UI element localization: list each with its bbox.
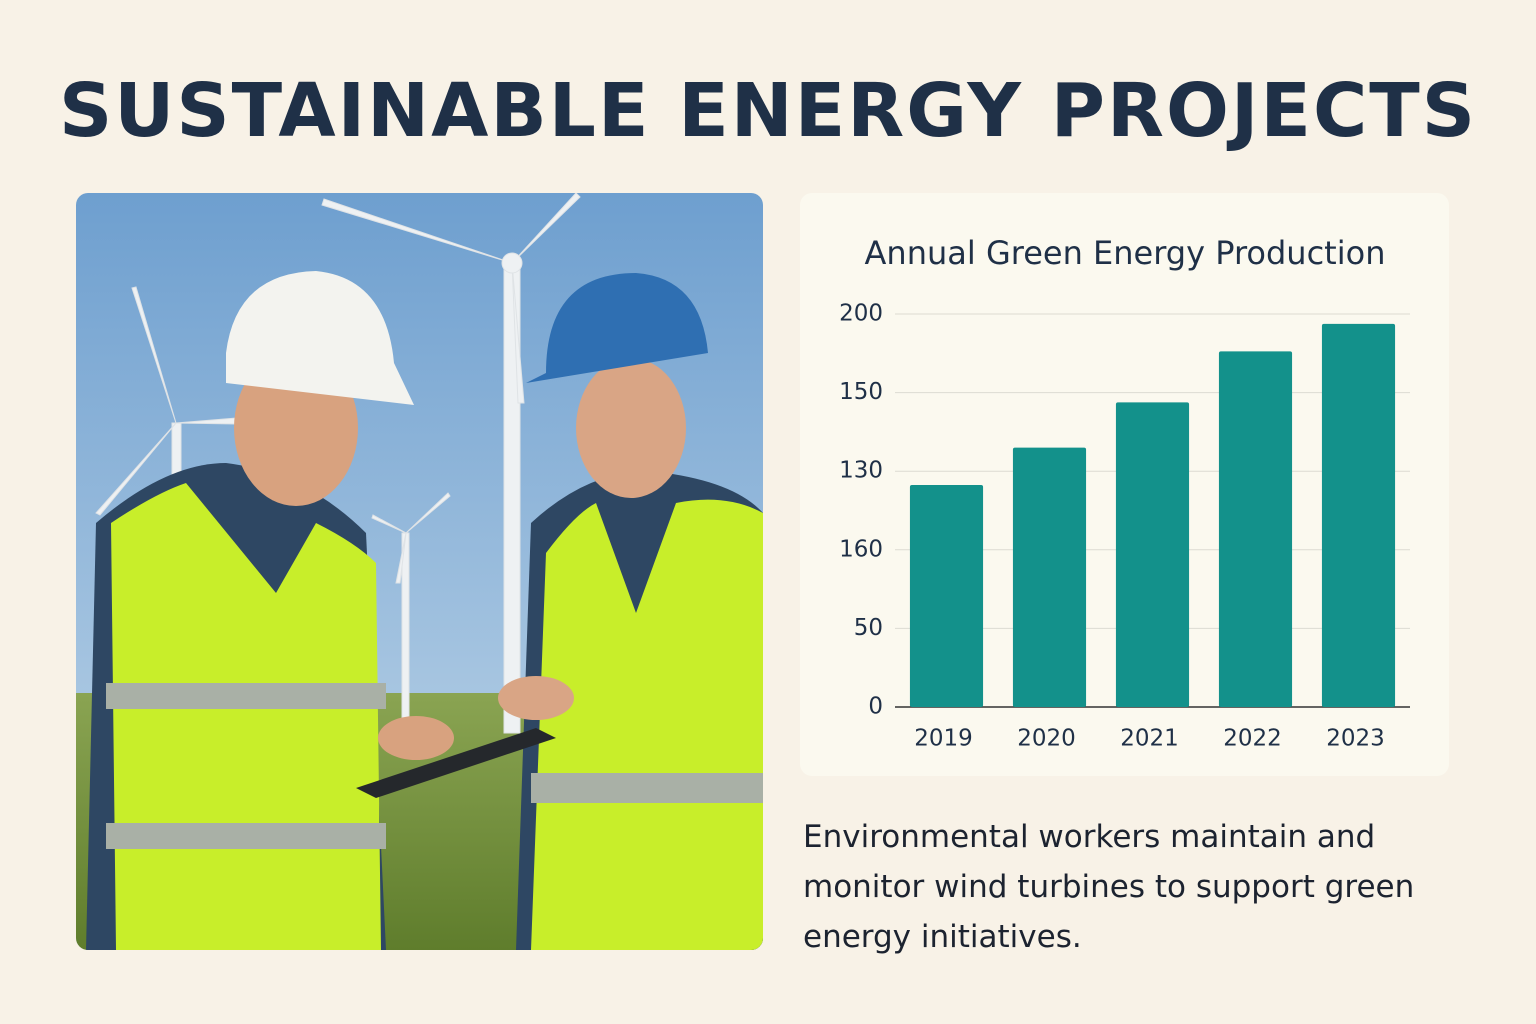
- bar: [1218, 351, 1293, 707]
- chart-card: Annual Green Energy Production 0 50 160 130…: [800, 193, 1449, 776]
- y-tick-label: 150: [839, 379, 883, 405]
- caption: Environmental workers maintain and monit…: [803, 819, 1415, 955]
- x-tick-label: 2020: [1017, 726, 1076, 752]
- photo: [76, 193, 763, 950]
- x-tick-label: 2023: [1326, 726, 1385, 752]
- photo-illustration: [76, 193, 763, 950]
- y-tick-label: 200: [839, 301, 883, 327]
- bar: [1012, 447, 1087, 707]
- x-tick-label: 2022: [1223, 726, 1282, 752]
- y-tick-label: 160: [839, 536, 883, 562]
- x-tick-label: 2021: [1120, 726, 1179, 752]
- bar: [1321, 323, 1396, 707]
- x-tick-label: 2019: [914, 726, 973, 752]
- chart-title: Annual Green Energy Production: [865, 234, 1386, 272]
- y-tick-label: 130: [839, 458, 883, 484]
- page-title: SUSTAINABLE ENERGY PROJECTS: [58, 68, 1478, 154]
- y-tick-label: 0: [868, 694, 883, 720]
- chart: Annual Green Energy Production 0 50 160 130…: [839, 234, 1410, 752]
- bar: [909, 484, 984, 707]
- bar: [1115, 402, 1190, 707]
- y-tick-label: 50: [854, 615, 883, 641]
